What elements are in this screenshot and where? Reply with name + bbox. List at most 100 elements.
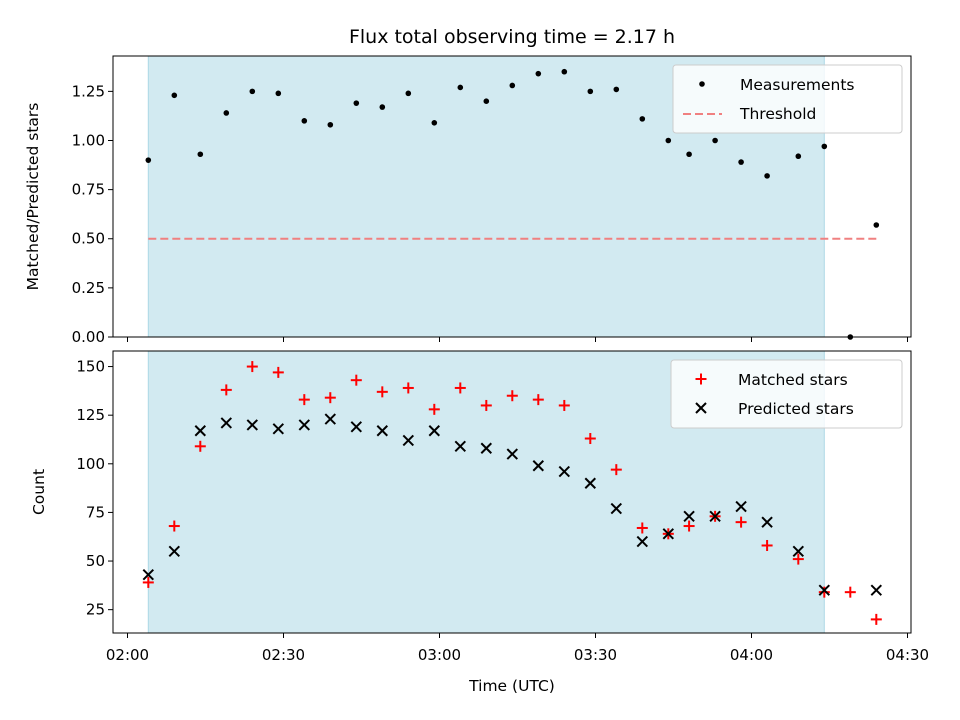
ratio-frame <box>112 55 912 338</box>
measurement-point <box>535 70 542 77</box>
predicted-point <box>428 425 441 437</box>
matched-point <box>246 361 258 373</box>
top-ytick-label: 0.50 <box>72 230 105 248</box>
matched-point <box>636 522 648 534</box>
ratio-legend: Measurements Threshold <box>672 64 903 134</box>
legend-predicted-label: Predicted stars <box>738 400 854 418</box>
matched-point <box>428 403 440 415</box>
legend-matched-swatch <box>695 373 707 385</box>
matched-point <box>818 586 830 598</box>
predicted-point <box>584 477 597 489</box>
predicted-point <box>298 419 311 431</box>
matched-point <box>683 520 695 532</box>
predicted-point <box>792 545 805 558</box>
matched-point <box>298 394 310 406</box>
legend-matched-label: Matched stars <box>738 371 848 389</box>
predicted-point <box>532 460 545 472</box>
predicted-point <box>376 425 389 437</box>
top-ytick-label: 1.25 <box>72 82 105 100</box>
measurement-point <box>509 82 516 89</box>
matched-point <box>220 384 232 396</box>
bot-ytick-label: 75 <box>86 503 105 521</box>
predicted-point <box>220 417 233 429</box>
matched-point <box>272 366 284 378</box>
predicted-point <box>610 502 623 515</box>
ratio-legend-box <box>672 64 903 134</box>
measurement-point <box>405 90 412 97</box>
predicted-point <box>818 584 831 596</box>
predicted-point <box>709 510 721 523</box>
measurement-point <box>379 104 386 110</box>
ratio-x-ticks <box>127 337 908 342</box>
matched-point <box>584 433 596 445</box>
legend-measurements-label: Measurements <box>740 76 855 94</box>
count-y-axis: 25 50 75 100 125 150 <box>76 358 113 619</box>
measurement-point <box>561 68 568 75</box>
count-y-label: Count <box>30 469 48 515</box>
count-xtick-label: 03:00 <box>418 646 461 664</box>
count-xtick-label: 02:30 <box>262 646 305 664</box>
measurement-point <box>639 116 646 122</box>
predicted-point <box>324 413 337 425</box>
count-xtick-label: 04:00 <box>730 646 773 664</box>
matched-point <box>376 386 388 398</box>
measurement-point <box>483 98 490 104</box>
top-ytick-label: 0.00 <box>72 328 105 346</box>
legend-threshold-label: Threshold <box>739 105 816 123</box>
measurement-point <box>353 100 360 106</box>
bot-ytick-label: 25 <box>86 601 105 619</box>
matched-point <box>350 374 362 386</box>
measurement-point <box>665 137 672 144</box>
measurement-point <box>712 137 718 144</box>
predicted-point <box>272 423 285 435</box>
measurement-point <box>249 88 256 95</box>
predicted-point <box>194 425 207 437</box>
count-xtick-label: 03:30 <box>574 646 617 664</box>
matched-point <box>870 613 882 625</box>
predicted-point <box>168 545 181 558</box>
matched-point <box>792 553 804 565</box>
matched-point <box>532 394 544 406</box>
measurement-point <box>223 110 230 116</box>
legend-predicted-swatch <box>695 402 707 414</box>
ratio-panel: 0.00 0.25 0.50 0.75 1.00 1.25 Matched/Predict… <box>24 55 912 346</box>
measurement-point <box>686 151 692 158</box>
measurement-point <box>457 84 464 91</box>
count-xtick-label: 04:30 <box>886 646 929 664</box>
predicted-point <box>142 568 155 581</box>
predicted-point <box>246 419 259 431</box>
measurement-point <box>587 88 594 95</box>
top-ytick-label: 0.25 <box>72 279 105 297</box>
matched-point <box>844 586 856 598</box>
top-ytick-label: 0.75 <box>72 181 105 199</box>
predicted-point <box>558 465 571 478</box>
measurement-point <box>171 92 178 99</box>
top-ytick-label: 1.00 <box>72 131 105 149</box>
matched-point <box>194 440 206 452</box>
measurement-point <box>873 222 880 228</box>
count-marks <box>142 361 883 625</box>
predicted-point <box>454 440 467 453</box>
legend-measurements-swatch <box>699 81 705 87</box>
count-x-axis: 02:00 02:30 03:00 03:30 04:00 04:30 <box>106 633 929 664</box>
chart-title: Flux total observing time = 2.17 h <box>349 26 675 48</box>
measurement-point <box>431 120 438 126</box>
measurement-point <box>613 86 620 93</box>
predicted-point <box>735 500 747 513</box>
matched-point <box>506 390 518 402</box>
predicted-point <box>506 448 519 460</box>
predicted-point <box>480 442 493 454</box>
ratio-y-label: Matched/Predicted stars <box>24 103 42 291</box>
measurement-point <box>738 159 744 165</box>
bot-ytick-label: 125 <box>76 406 105 424</box>
ratio-marks <box>145 68 880 340</box>
measurement-point <box>275 90 282 97</box>
count-legend: Matched stars Predicted stars <box>670 359 903 429</box>
measurement-point <box>795 153 802 160</box>
measurement-point <box>764 173 770 179</box>
measurement-point <box>821 143 828 150</box>
matched-point <box>761 539 773 551</box>
bot-ytick-label: 150 <box>76 358 105 376</box>
predicted-point <box>761 516 773 528</box>
